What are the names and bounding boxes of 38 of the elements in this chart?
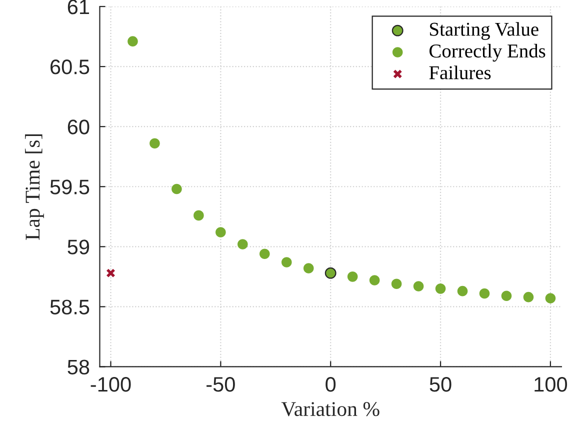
legend-label: Correctly Ends [430,44,546,62]
point [523,292,534,302]
point [259,248,270,260]
point [216,227,226,238]
point [391,278,402,290]
point [435,284,446,294]
point [347,272,358,282]
point [303,263,314,274]
point [501,290,512,302]
x-axis-title: Variation % [281,402,380,416]
legend-label: Starting Value [430,22,538,40]
point [172,184,182,194]
x-tick-label: 100 [534,377,568,392]
y-tick-label: 60.5 [50,60,90,74]
point [281,257,292,268]
point [238,239,248,250]
y-tick-label: 59.5 [50,180,90,194]
point [324,267,336,279]
y-tick-label: 60 [68,120,90,134]
y-tick-label: 61 [68,0,90,14]
y-axis-title: Lap Time [s] [25,134,44,240]
point [106,268,116,278]
x-tick-label: 50 [430,377,452,392]
y-tick-label: 58.5 [50,300,90,314]
point [128,36,138,46]
point [413,281,424,292]
point [479,288,490,299]
x-tick-label: 0 [326,377,336,392]
point [369,275,380,286]
point [150,138,160,149]
point [194,210,204,221]
point [457,286,468,296]
x-tick-label: -100 [90,377,131,392]
y-tick-label: 58 [68,360,90,374]
point [545,293,556,304]
x-tick-label: -50 [206,377,235,392]
legend-label: Failures [429,66,491,80]
y-tick-label: 59 [68,240,90,254]
